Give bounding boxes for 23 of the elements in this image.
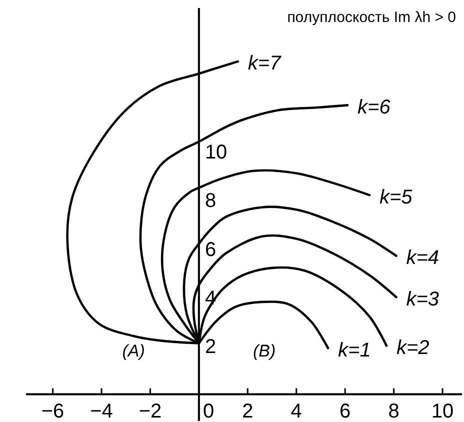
x-tick-label: −2 <box>138 400 162 422</box>
annotation: (A) <box>122 342 145 361</box>
y-tick-label: 6 <box>204 238 216 261</box>
series-label: k=4 <box>406 247 440 270</box>
x-tick-label: 2 <box>242 400 254 422</box>
x-tick-label: 8 <box>388 400 400 422</box>
chart-title: полуплоскость Im λh > 0 <box>287 8 456 26</box>
x-tick-label: −4 <box>90 400 113 422</box>
x-tick-label: −6 <box>41 400 64 422</box>
x-tick-label: 10 <box>431 400 454 422</box>
x-tick-label: 0 <box>202 400 214 422</box>
series-label: k=7 <box>248 52 282 75</box>
series-label: k=5 <box>379 186 414 208</box>
x-tick-label: 4 <box>290 400 302 422</box>
y-tick-label: 2 <box>204 336 216 358</box>
series-label: k=1 <box>338 339 371 362</box>
y-tick-label: 8 <box>204 190 216 212</box>
annotation: (B) <box>253 342 276 361</box>
series-label: k=2 <box>396 336 430 359</box>
series-label: k=3 <box>406 288 440 310</box>
x-tick-label: 6 <box>340 400 351 422</box>
series-label: k=6 <box>358 96 392 118</box>
y-tick-label: 10 <box>204 142 228 164</box>
